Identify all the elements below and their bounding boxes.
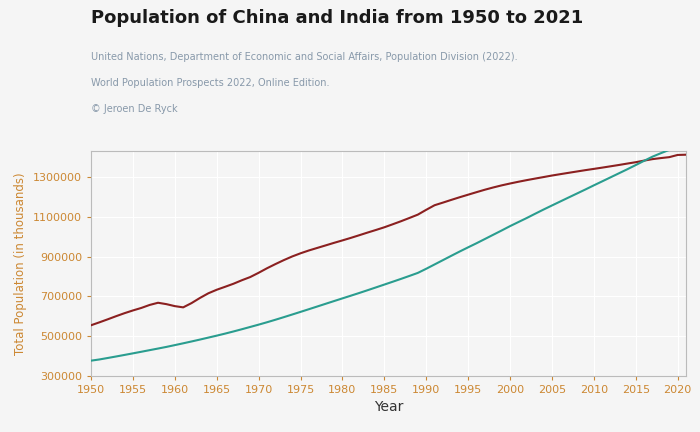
Text: United Nations, Department of Economic and Social Affairs, Population Division (: United Nations, Department of Economic a… xyxy=(91,52,517,62)
Text: © Jeroen De Ryck: © Jeroen De Ryck xyxy=(91,104,178,114)
Text: Population of China and India from 1950 to 2021: Population of China and India from 1950 … xyxy=(91,9,583,27)
Y-axis label: Total Population (in thousands): Total Population (in thousands) xyxy=(15,172,27,355)
Text: World Population Prospects 2022, Online Edition.: World Population Prospects 2022, Online … xyxy=(91,78,330,88)
X-axis label: Year: Year xyxy=(374,400,403,414)
